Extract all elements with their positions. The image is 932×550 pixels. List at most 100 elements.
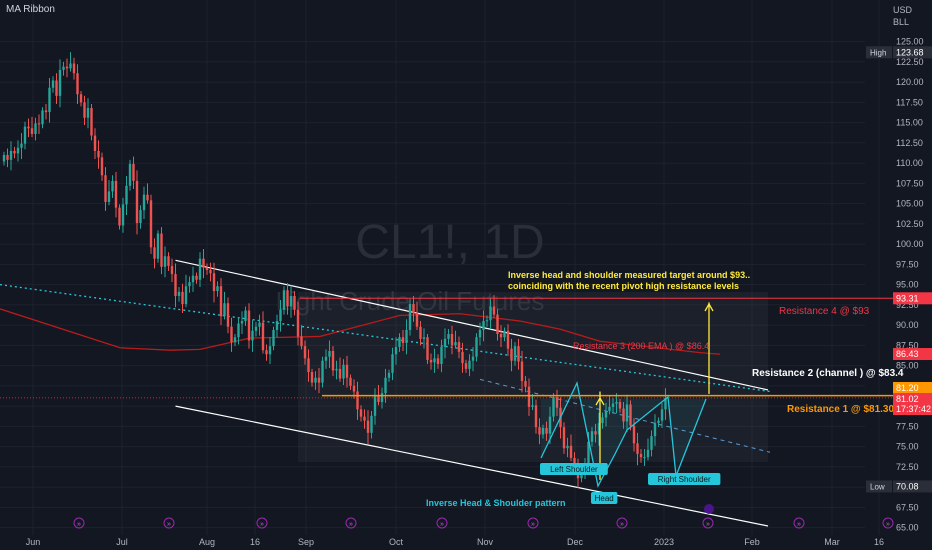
candle-body: [125, 185, 128, 205]
candle-body: [636, 443, 639, 454]
candle-body: [289, 295, 293, 307]
candle-body: [629, 404, 632, 426]
price-scale[interactable]: 125.00 122.50 120.00 117.50 115.00 112.50 110.…: [866, 37, 932, 533]
candle-body: [366, 420, 370, 433]
candle-body: [650, 436, 653, 450]
candle-body: [517, 346, 520, 362]
event-icon-glyph: »: [167, 521, 171, 528]
candle-body: [524, 380, 527, 387]
event-icon-glyph: »: [260, 521, 264, 528]
candle-body: [177, 291, 181, 296]
resistance-levels[interactable]: [0, 297, 932, 399]
candle-body: [335, 368, 338, 371]
candlesticks: [2, 52, 667, 488]
candle-body: [202, 258, 205, 268]
candle-body: [34, 123, 37, 134]
candle-body: [657, 420, 660, 424]
candle-body: [611, 403, 615, 407]
candle-body: [436, 358, 440, 364]
currency-unit: BLL: [893, 17, 910, 27]
candle-body: [72, 63, 76, 74]
candle-body: [541, 427, 545, 435]
candle-body: [209, 270, 212, 274]
candle-body: [321, 360, 324, 383]
head-label: Head: [595, 494, 614, 503]
candle-body: [377, 396, 380, 403]
candle-body: [594, 431, 597, 435]
candle-body: [534, 405, 538, 428]
candle-body: [349, 377, 352, 386]
candle-body: [6, 155, 9, 160]
candle-body: [408, 304, 412, 330]
candle-body: [9, 150, 13, 160]
candle-body: [587, 441, 590, 465]
candle-body: [97, 150, 100, 158]
candle-body: [419, 326, 422, 339]
price-tick-label: 102.50: [896, 219, 924, 229]
resistance-3-label: Resistance 3 (200 EMA ) @ $86.4: [573, 341, 709, 351]
candle-body: [566, 445, 569, 449]
time-tick-label: Nov: [477, 537, 494, 547]
high-value: 123.68: [896, 47, 924, 57]
time-tick-label: Feb: [744, 537, 760, 547]
candle-body: [398, 337, 401, 347]
ema-200-line: [0, 308, 721, 355]
candle-body: [23, 126, 27, 144]
candle-body: [293, 295, 296, 310]
time-scale[interactable]: Jun Jul Aug 16 Sep Oct Nov Dec 2023 Feb Mar 16: [26, 537, 884, 547]
head-label-bg: [591, 492, 618, 504]
candle-body: [356, 391, 359, 410]
candle-body: [391, 354, 394, 373]
price-tick-label: 75.00: [896, 442, 919, 452]
candle-body: [111, 180, 114, 192]
head-shoulders-pattern[interactable]: Left Shoulder Head Right Shoulder: [540, 302, 721, 504]
candle-body: [359, 409, 363, 417]
price-tag-countdown-bg: [893, 403, 932, 415]
candle-body: [555, 397, 559, 408]
candle-body: [450, 334, 454, 346]
price-tick-label: 120.00: [896, 77, 924, 87]
candle-body: [300, 336, 303, 347]
resistance-2-label: Resistance 2 (channel ) @ $83.4: [752, 368, 904, 379]
candle-body: [104, 175, 107, 202]
indicator-label[interactable]: MA Ribbon: [6, 4, 55, 15]
candle-body: [426, 337, 429, 360]
candle-body: [632, 425, 636, 444]
price-tag-81-02-bg: [893, 393, 932, 405]
candle-body: [461, 351, 464, 364]
event-icon: [702, 517, 714, 529]
time-tick-label: Dec: [567, 537, 584, 547]
candle-body: [440, 346, 443, 364]
candle-body: [139, 210, 142, 224]
candle-body: [643, 457, 646, 459]
candle-body: [258, 322, 261, 327]
candle-body: [552, 397, 555, 417]
candle-body: [352, 385, 356, 392]
candle-body: [296, 309, 300, 337]
candle-body: [107, 191, 111, 202]
time-tick-label: 16: [250, 537, 260, 547]
candle-body: [513, 346, 517, 361]
candle-body: [244, 310, 247, 322]
candle-body: [226, 303, 230, 327]
candle-body: [240, 321, 244, 324]
candle-body: [230, 326, 233, 343]
right-shoulder-label: Right Shoulder: [658, 475, 711, 484]
price-tick-label: 90.00: [896, 320, 919, 330]
candle-body: [531, 405, 534, 407]
candle-body: [65, 66, 69, 69]
time-tick-label: Oct: [389, 537, 404, 547]
event-icon: [345, 517, 357, 529]
candle-body: [254, 326, 258, 331]
annotations: Inverse head and shoulder measured targe…: [426, 270, 904, 508]
price-tick-label: 87.50: [896, 340, 919, 350]
price-tick-label: 107.50: [896, 178, 924, 188]
candle-body: [363, 416, 366, 421]
candle-body: [132, 163, 135, 181]
candle-body: [433, 358, 436, 363]
candle-body: [499, 334, 503, 338]
candle-body: [548, 416, 552, 434]
event-icon-active: [704, 504, 714, 514]
candle-body: [569, 445, 573, 458]
